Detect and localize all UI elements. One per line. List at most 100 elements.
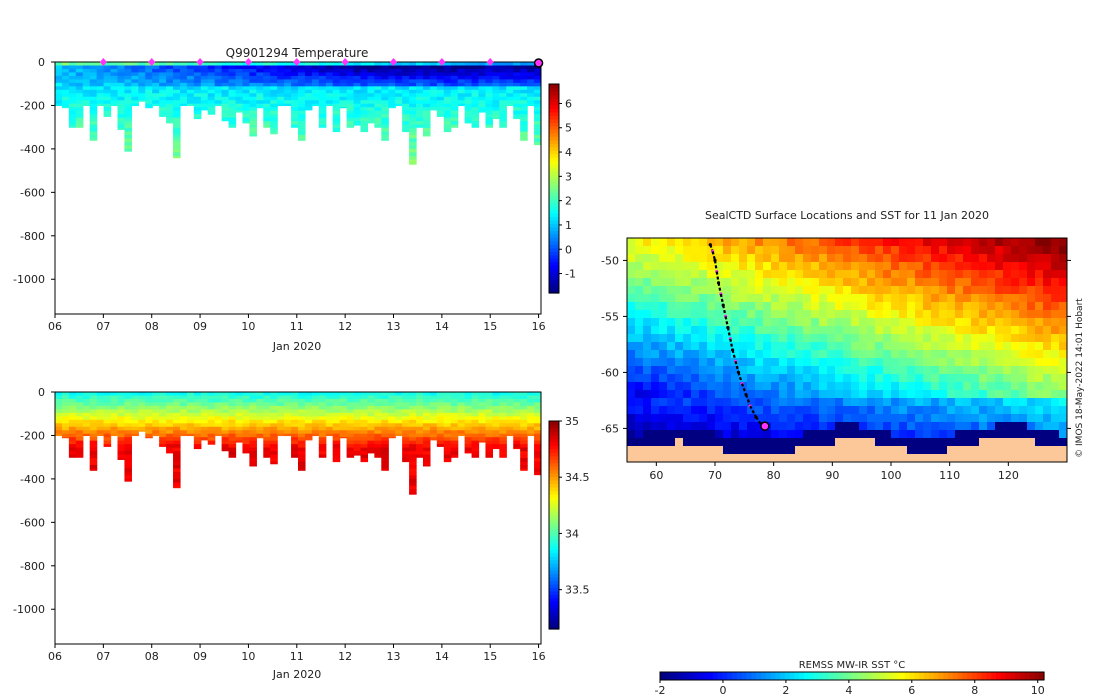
section-cell xyxy=(207,62,216,67)
sst-cell xyxy=(1003,262,1012,271)
section-cell xyxy=(534,392,541,397)
sst-cell xyxy=(1043,286,1052,295)
section-cell xyxy=(492,444,500,449)
sst-cell xyxy=(1011,286,1020,295)
section-cell xyxy=(506,72,514,77)
colorbar-segment xyxy=(549,514,559,519)
sst-cell xyxy=(1051,342,1060,351)
sst-cell xyxy=(675,302,684,311)
section-cell xyxy=(138,68,146,74)
sst-cell xyxy=(1051,326,1060,335)
sst-cell xyxy=(851,238,860,247)
section-cell xyxy=(270,89,278,94)
section-cell xyxy=(409,471,417,477)
sst-cell xyxy=(971,262,980,271)
y-tick-label: -1000 xyxy=(13,273,45,286)
section-cell xyxy=(291,426,299,431)
sst-cell xyxy=(923,334,932,343)
sst-cell xyxy=(643,246,652,255)
section-cell xyxy=(492,430,500,435)
section-cell xyxy=(443,433,452,438)
sst-cell xyxy=(979,302,988,311)
sst-cell xyxy=(819,446,828,455)
section-cell xyxy=(256,398,264,404)
section-cell xyxy=(332,440,341,445)
section-cell xyxy=(186,409,195,414)
section-cell xyxy=(339,103,348,108)
section-cell xyxy=(249,107,257,112)
section-cell xyxy=(471,402,480,407)
section-cell xyxy=(402,454,410,459)
section-cell xyxy=(152,426,160,431)
sst-cell xyxy=(963,454,972,462)
sst-cell xyxy=(739,310,748,319)
section-cell xyxy=(485,412,493,417)
sst-cell xyxy=(795,342,804,351)
section-cell xyxy=(527,103,535,107)
sst-cell xyxy=(843,430,852,439)
section-cell xyxy=(360,100,369,105)
sst-cell xyxy=(923,438,932,447)
section-cell xyxy=(402,451,410,456)
sst-cell xyxy=(819,454,828,462)
sst-cell xyxy=(811,278,820,287)
section-cell xyxy=(367,110,375,115)
sst-cell xyxy=(915,286,924,295)
section-cell xyxy=(138,405,146,410)
section-cell xyxy=(325,402,334,407)
section-cell xyxy=(360,458,369,463)
section-cell xyxy=(173,392,181,397)
sst-cell xyxy=(683,350,692,359)
section-cell xyxy=(124,402,132,407)
sst-cell xyxy=(723,254,732,263)
section-cell xyxy=(159,107,167,112)
section-cell xyxy=(89,423,98,428)
section-cell xyxy=(131,65,139,70)
sst-cell xyxy=(675,398,684,407)
sst-cell xyxy=(787,350,796,359)
sst-cell xyxy=(699,422,708,431)
section-cell xyxy=(214,93,223,98)
sst-cell xyxy=(659,310,668,319)
sst-cell xyxy=(1059,390,1067,399)
sst-cell xyxy=(819,350,828,359)
colorbar-segment xyxy=(549,195,559,200)
temperature-title: Q9901294 Temperature xyxy=(226,46,369,60)
sst-cell xyxy=(635,398,644,407)
section-cell xyxy=(131,100,139,105)
section-cell xyxy=(249,461,257,466)
sst-cell xyxy=(747,246,756,255)
sst-cell xyxy=(683,390,692,399)
sst-cell xyxy=(995,262,1004,271)
temperature-profile-markers xyxy=(99,58,544,68)
section-cell xyxy=(367,426,375,431)
sst-cell xyxy=(707,454,716,462)
section-cell xyxy=(200,107,209,111)
section-cell xyxy=(207,412,216,417)
section-cell xyxy=(124,423,132,428)
section-cell xyxy=(291,121,299,126)
section-cell xyxy=(471,117,480,122)
sst-cell xyxy=(795,334,804,343)
sst-cell xyxy=(715,398,724,407)
section-cell xyxy=(89,412,98,417)
sst-cell xyxy=(1011,446,1020,455)
section-cell xyxy=(422,398,431,404)
sst-cell xyxy=(939,326,948,335)
section-cell xyxy=(339,412,348,417)
colorbar-segment xyxy=(549,279,559,284)
section-cell xyxy=(381,392,389,397)
sst-colorbar-segment xyxy=(852,672,858,680)
section-cell xyxy=(173,148,181,153)
section-cell xyxy=(298,128,306,133)
sst-cell xyxy=(939,374,948,383)
section-cell xyxy=(277,395,285,400)
sst-colorbar-segment xyxy=(1024,672,1031,680)
section-cell xyxy=(485,409,493,414)
section-cell xyxy=(242,110,250,115)
colorbar-tick-label: 4 xyxy=(565,146,572,159)
sst-cell xyxy=(643,430,652,439)
sst-cell xyxy=(691,414,700,423)
sst-cell xyxy=(1043,446,1052,455)
section-cell xyxy=(374,440,382,445)
